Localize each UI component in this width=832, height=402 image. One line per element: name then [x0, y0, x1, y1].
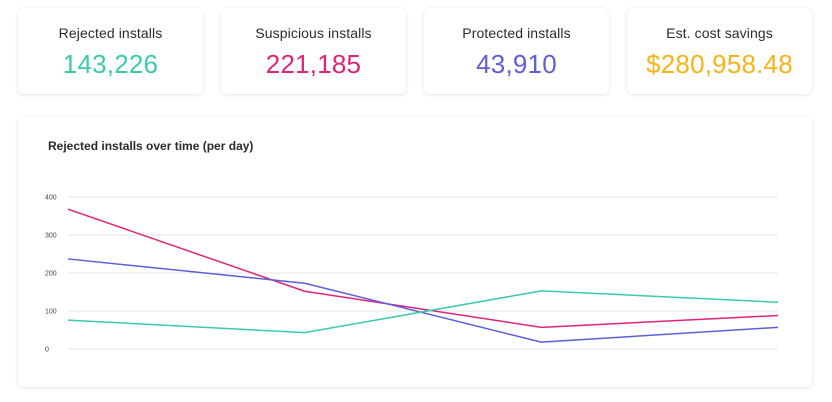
y-tick-label: 200	[45, 271, 57, 278]
kpi-card-suspicious-installs: Suspicious installs 221,185	[221, 8, 406, 94]
kpi-value: 43,910	[476, 49, 557, 79]
y-tick-label: 300	[45, 233, 57, 240]
kpi-label: Suspicious installs	[255, 25, 372, 41]
series-line-1	[67, 208, 779, 329]
kpi-card-rejected-installs: Rejected installs 143,226	[18, 8, 203, 94]
chart-card: Rejected installs over time (per day) 0 1…	[18, 117, 812, 387]
kpi-card-est-cost-savings: Est. cost savings $280,958.48	[627, 8, 812, 94]
kpi-label: Protected installs	[462, 25, 571, 41]
chart-title: Rejected installs over time (per day)	[48, 139, 254, 153]
series-line-3	[67, 290, 779, 334]
series-line-2	[67, 258, 779, 343]
y-tick-label: 100	[45, 309, 57, 316]
kpi-value: 221,185	[265, 49, 362, 79]
kpi-value: 143,226	[62, 49, 159, 79]
y-tick-label: 0	[45, 347, 49, 354]
line-chart: 0 100 200 300 400	[45, 195, 779, 354]
kpi-label: Est. cost savings	[666, 25, 773, 41]
kpi-card-protected-installs: Protected installs 43,910	[424, 8, 609, 94]
kpi-label: Rejected installs	[58, 25, 163, 41]
kpi-row: Rejected installs 143,226 Suspicious ins…	[18, 8, 812, 94]
kpi-value: $280,958.48	[646, 49, 793, 79]
y-tick-label: 400	[45, 195, 57, 202]
